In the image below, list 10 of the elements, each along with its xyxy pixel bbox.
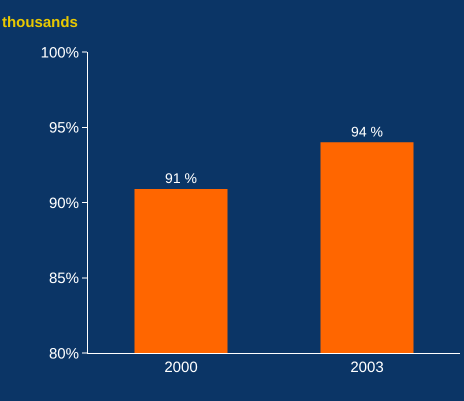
y-tick-label: 90% xyxy=(48,194,79,212)
data-label: 91 % xyxy=(165,170,197,186)
y-tick-label: 85% xyxy=(48,270,79,287)
data-label: 94 % xyxy=(351,123,383,140)
y-axis-title: thousands xyxy=(2,14,78,31)
y-tick-label: 80% xyxy=(48,345,79,362)
x-tick-label: 2003 xyxy=(350,359,384,376)
y-tick-label: 95% xyxy=(48,120,79,136)
x-tick-label: 2000 xyxy=(164,359,198,376)
y-tick-label: 100% xyxy=(40,44,79,62)
